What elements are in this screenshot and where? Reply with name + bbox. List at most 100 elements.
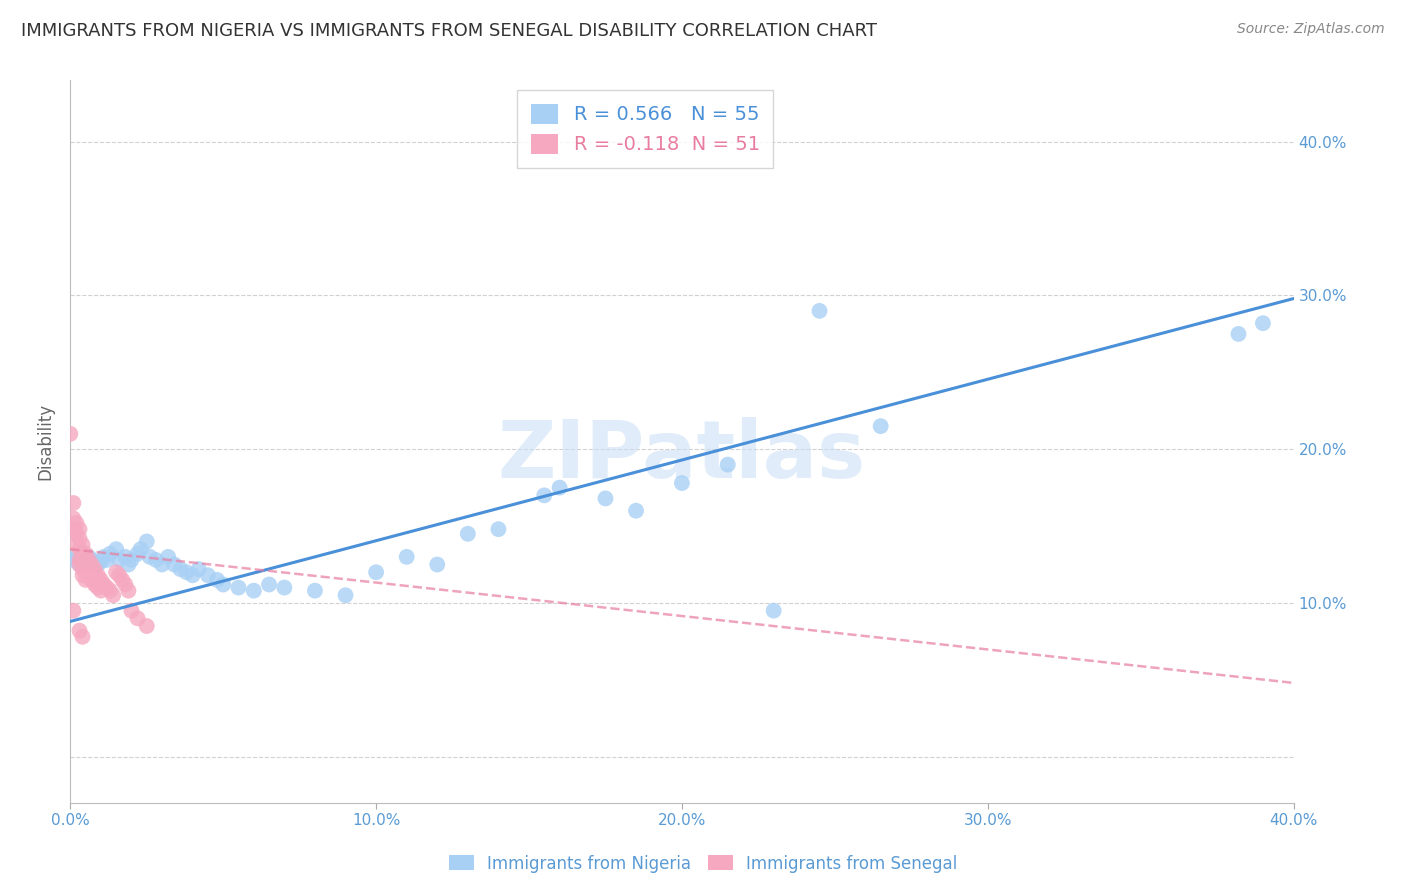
- Legend: R = 0.566   N = 55, R = -0.118  N = 51: R = 0.566 N = 55, R = -0.118 N = 51: [517, 90, 773, 168]
- Point: [135, 534, 157, 549]
- Point: [72, 547, 94, 561]
- Point: [72, 630, 94, 644]
- Point: [129, 542, 152, 557]
- Point: [624, 504, 647, 518]
- Point: [62, 553, 84, 567]
- Point: [75, 573, 97, 587]
- Point: [273, 581, 295, 595]
- Point: [426, 558, 449, 572]
- Point: [80, 565, 103, 579]
- Point: [243, 583, 266, 598]
- Point: [59, 426, 82, 441]
- Point: [150, 558, 173, 572]
- Point: [72, 537, 94, 551]
- Point: [101, 588, 124, 602]
- Point: [72, 568, 94, 582]
- Point: [96, 553, 118, 567]
- Point: [205, 573, 228, 587]
- Point: [98, 583, 121, 598]
- Point: [395, 549, 418, 564]
- Point: [72, 547, 94, 561]
- Point: [65, 537, 87, 551]
- Point: [77, 549, 100, 564]
- Point: [105, 542, 128, 557]
- Point: [69, 532, 91, 546]
- Point: [65, 526, 87, 541]
- Point: [176, 565, 198, 579]
- Point: [457, 526, 479, 541]
- Point: [121, 553, 143, 567]
- Point: [169, 562, 191, 576]
- Point: [90, 573, 112, 587]
- Legend: Immigrants from Nigeria, Immigrants from Senegal: Immigrants from Nigeria, Immigrants from…: [441, 848, 965, 880]
- Point: [1227, 326, 1250, 341]
- Point: [87, 581, 110, 595]
- Point: [108, 568, 131, 582]
- Point: [157, 549, 180, 564]
- Point: [96, 581, 118, 595]
- Point: [145, 553, 167, 567]
- Point: [163, 558, 186, 572]
- Point: [62, 511, 84, 525]
- Point: [90, 554, 112, 568]
- Point: [62, 604, 84, 618]
- Point: [90, 583, 112, 598]
- Point: [671, 476, 693, 491]
- Point: [488, 522, 510, 536]
- Point: [228, 581, 250, 595]
- Point: [87, 573, 110, 587]
- Point: [90, 577, 112, 591]
- Text: ZIPatlas: ZIPatlas: [498, 417, 866, 495]
- Point: [83, 568, 105, 582]
- Point: [69, 558, 91, 572]
- Point: [69, 522, 91, 536]
- Point: [117, 558, 139, 572]
- Point: [93, 549, 115, 564]
- Point: [808, 304, 831, 318]
- Point: [75, 558, 97, 572]
- Point: [83, 562, 105, 576]
- Point: [72, 553, 94, 567]
- Text: IMMIGRANTS FROM NIGERIA VS IMMIGRANTS FROM SENEGAL DISABILITY CORRELATION CHART: IMMIGRANTS FROM NIGERIA VS IMMIGRANTS FR…: [21, 22, 877, 40]
- Point: [114, 549, 136, 564]
- Point: [197, 568, 219, 582]
- Point: [75, 554, 97, 568]
- Point: [75, 547, 97, 561]
- Point: [87, 568, 110, 582]
- Point: [105, 565, 128, 579]
- Point: [83, 577, 105, 591]
- Point: [83, 556, 105, 570]
- Point: [75, 565, 97, 579]
- Point: [127, 547, 149, 561]
- Point: [114, 577, 136, 591]
- Point: [121, 604, 143, 618]
- Point: [62, 522, 84, 536]
- Point: [80, 553, 103, 567]
- Point: [108, 553, 131, 567]
- Point: [533, 488, 555, 502]
- Point: [257, 577, 280, 591]
- Point: [69, 558, 91, 572]
- Point: [595, 491, 617, 506]
- Point: [127, 611, 149, 625]
- Point: [335, 588, 357, 602]
- Point: [117, 583, 139, 598]
- Point: [187, 562, 209, 576]
- Point: [304, 583, 326, 598]
- Point: [762, 604, 785, 618]
- Point: [80, 573, 103, 587]
- Point: [72, 562, 94, 576]
- Text: Source: ZipAtlas.com: Source: ZipAtlas.com: [1237, 22, 1385, 37]
- Point: [93, 577, 115, 591]
- Point: [65, 516, 87, 530]
- Point: [69, 542, 91, 557]
- Point: [69, 553, 91, 567]
- Point: [65, 549, 87, 564]
- Point: [69, 624, 91, 638]
- Point: [212, 577, 235, 591]
- Point: [111, 573, 134, 587]
- Point: [135, 619, 157, 633]
- Point: [62, 496, 84, 510]
- Y-axis label: Disability: Disability: [37, 403, 55, 480]
- Point: [181, 568, 204, 582]
